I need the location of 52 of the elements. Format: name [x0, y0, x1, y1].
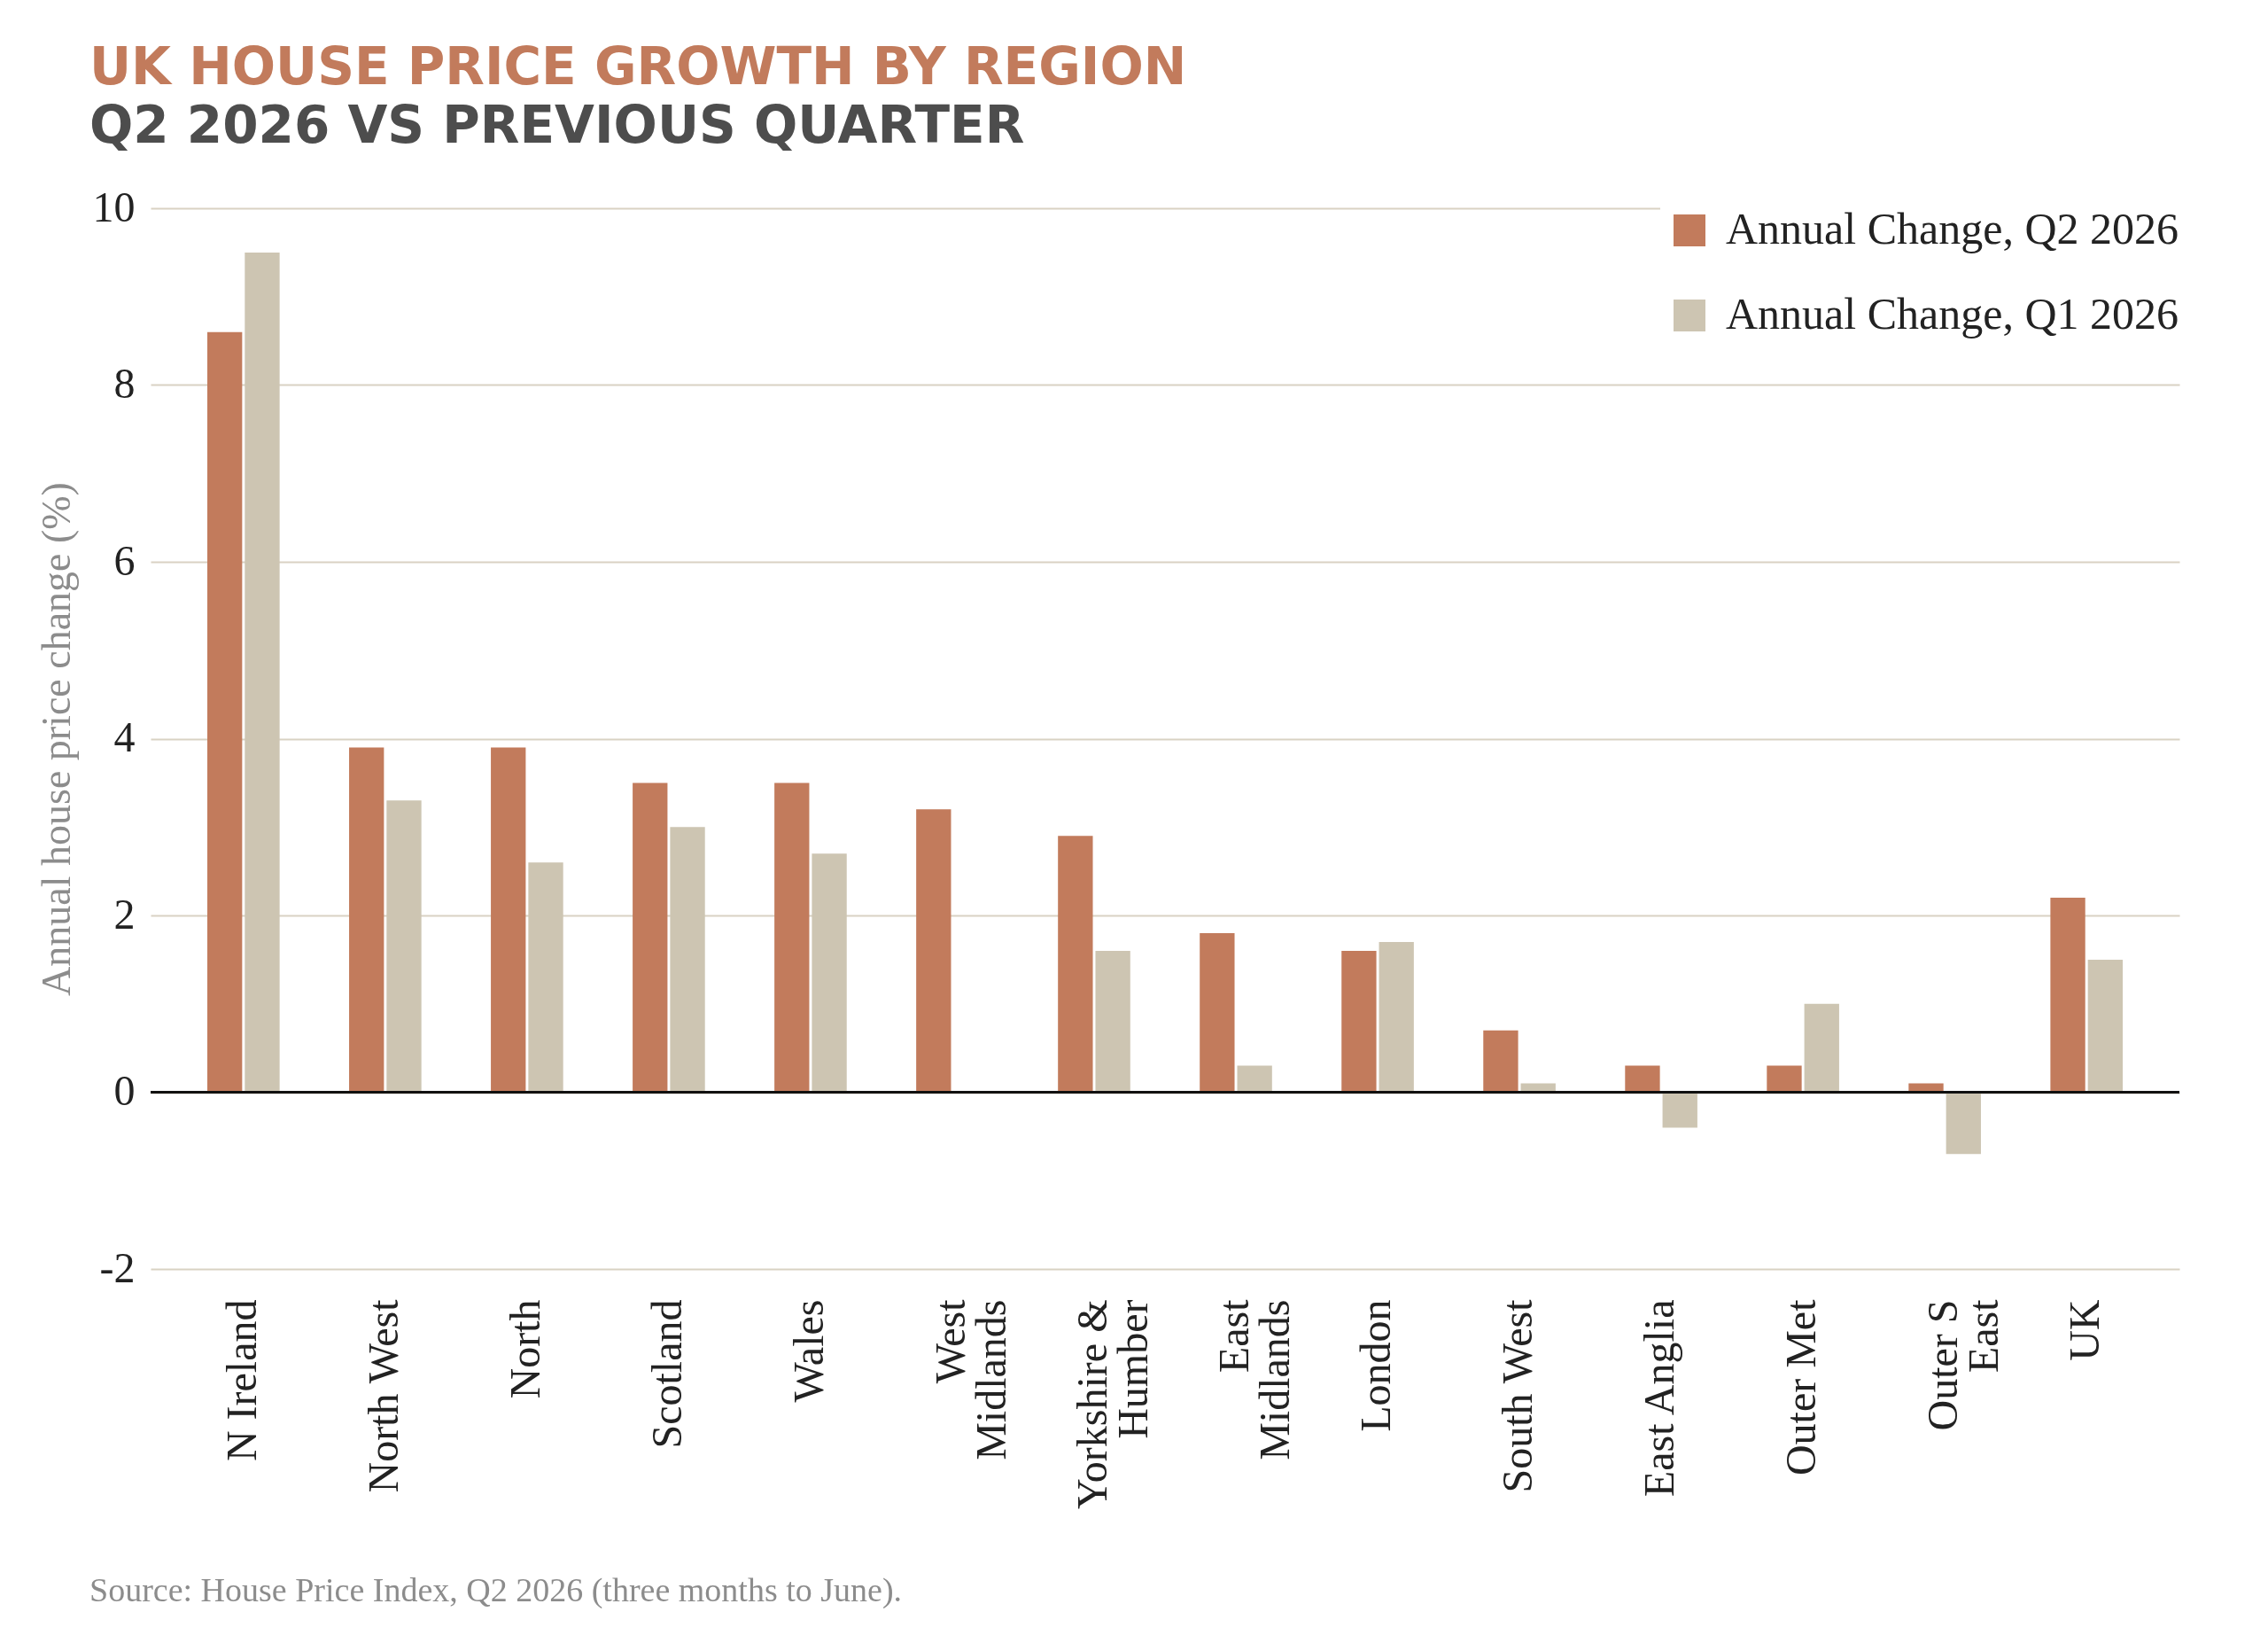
bar — [670, 827, 705, 1093]
x-tick-label: East Anglia — [1635, 1299, 1683, 1498]
x-tick-label: North West — [359, 1298, 407, 1493]
x-tick-label: Scotland — [642, 1299, 690, 1449]
x-tick-label: Outer S East — [1919, 1298, 2008, 1431]
bar — [386, 800, 422, 1093]
x-tick-label: East Midlands — [1210, 1298, 1299, 1460]
y-tick-label: 4 — [113, 713, 136, 760]
y-tick-label: 6 — [113, 536, 136, 584]
bar — [1095, 950, 1130, 1093]
x-tick-label: London — [1352, 1299, 1400, 1432]
bar — [1625, 1065, 1660, 1093]
x-tick-label: Wales — [784, 1299, 832, 1403]
bar — [1946, 1092, 1981, 1155]
y-tick-label: -2 — [99, 1243, 136, 1291]
source-note: Source: House Price Index, Q2 2026 (three months to June). — [89, 1570, 903, 1609]
x-tick-label: West Midlands — [926, 1298, 1014, 1460]
bar — [1483, 1030, 1518, 1093]
bar — [1058, 836, 1093, 1093]
legend-label: Annual Change, Q2 2026 — [1726, 204, 2179, 253]
bar — [1804, 1003, 1839, 1093]
bar — [491, 747, 526, 1093]
y-axis-title: Annual house price change (%) — [33, 482, 79, 996]
bar — [1767, 1065, 1802, 1093]
x-tick-label: UK — [2061, 1299, 2109, 1361]
bar — [1200, 932, 1235, 1093]
x-tick-label: N Ireland — [217, 1299, 265, 1462]
bar — [207, 331, 243, 1093]
x-tick-label: South West — [1494, 1298, 1542, 1493]
bar — [349, 747, 384, 1093]
y-tick-label: 2 — [113, 890, 136, 938]
bar — [1237, 1065, 1272, 1093]
y-tick-label: 10 — [92, 183, 136, 230]
legend-label: Annual Change, Q1 2026 — [1726, 289, 2179, 339]
bar — [812, 853, 847, 1093]
bar — [774, 782, 810, 1093]
bar — [245, 252, 280, 1093]
y-tick-label: 0 — [113, 1067, 136, 1114]
x-tick-label: Outer Met — [1777, 1298, 1825, 1476]
x-tick-label: North — [501, 1299, 548, 1399]
bar — [916, 809, 951, 1093]
bar — [1662, 1092, 1697, 1128]
bar — [1341, 950, 1377, 1093]
chart-subtitle: Q2 2026 VS PREVIOUS QUARTER — [89, 95, 1025, 155]
x-tick-label: Yorkshire & Humber — [1068, 1299, 1156, 1509]
chart-title: UK HOUSE PRICE GROWTH BY REGION — [89, 36, 1187, 97]
bar — [528, 862, 563, 1093]
bar — [1379, 941, 1414, 1093]
bar — [2087, 959, 2123, 1093]
bar — [633, 782, 668, 1093]
bar — [2050, 898, 2085, 1093]
y-tick-label: 8 — [113, 360, 136, 407]
